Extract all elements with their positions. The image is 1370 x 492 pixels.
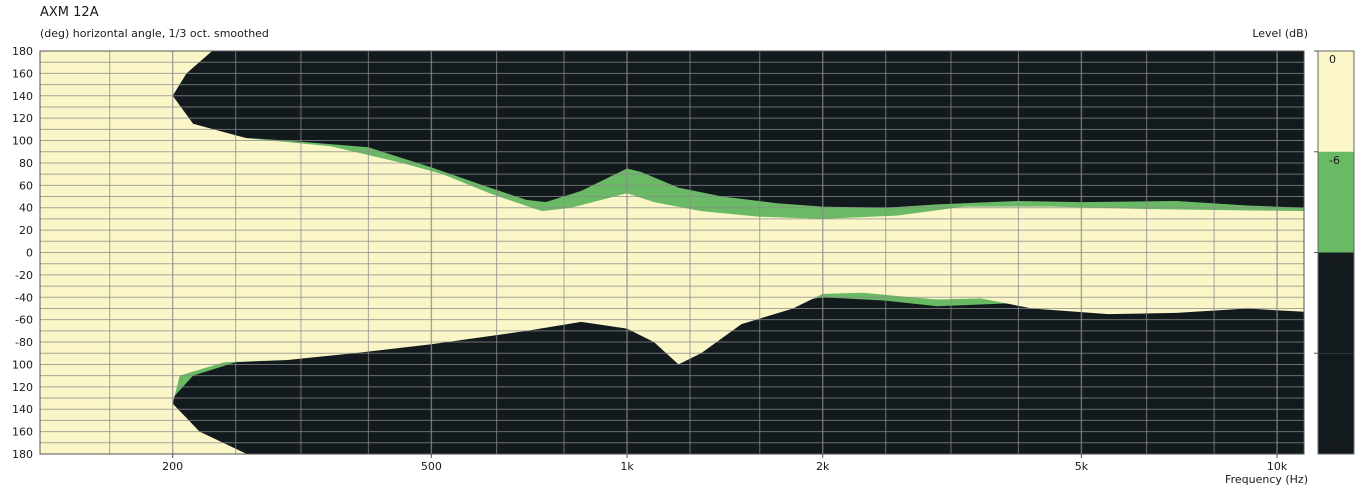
- colorbar-segment: [1318, 353, 1354, 454]
- y-tick-label: 180: [12, 448, 33, 461]
- y-tick-label: 120: [12, 381, 33, 394]
- colorbar-segment: [1318, 252, 1354, 354]
- y-tick-label: 180: [12, 45, 33, 58]
- y-tick-label: 140: [12, 90, 33, 103]
- y-tick-label: 40: [19, 202, 33, 215]
- colorbar-label: 0: [1329, 53, 1336, 66]
- y-tick-label: 100: [12, 135, 33, 148]
- x-tick-label: 5k: [1075, 460, 1089, 473]
- colorbar-segment: [1318, 151, 1354, 253]
- x-tick-label: 1k: [620, 460, 634, 473]
- colorbar-segment: [1318, 51, 1354, 152]
- x-tick-label: 2k: [816, 460, 830, 473]
- chart-title: AXM 12A: [40, 5, 99, 20]
- colorbar-label: -18: [1329, 436, 1347, 449]
- x-tick-label: 500: [421, 460, 442, 473]
- x-axis-label: Frequency (Hz): [1225, 473, 1308, 486]
- plot-frame: [39, 50, 1305, 455]
- y-tick-label: 20: [19, 224, 33, 237]
- y-tick-label: 140: [12, 403, 33, 416]
- y-axis-label: (deg) horizontal angle, 1/3 oct. smoothe…: [40, 27, 269, 40]
- colorbar-label: Level (dB): [1252, 27, 1308, 40]
- x-tick-label: 10k: [1267, 460, 1288, 473]
- y-tick-label: -20: [15, 269, 33, 282]
- y-tick-label: -40: [15, 291, 33, 304]
- y-tick-label: 100: [12, 358, 33, 371]
- y-tick-label: -80: [15, 336, 33, 349]
- y-tick-label: 0: [26, 247, 33, 260]
- y-tick-label: 160: [12, 426, 33, 439]
- y-tick-label: 160: [12, 67, 33, 80]
- y-tick-label: 120: [12, 112, 33, 125]
- y-tick-label: 80: [19, 157, 33, 170]
- y-tick-label: 60: [19, 179, 33, 192]
- colorbar-label: -6: [1329, 154, 1340, 167]
- y-tick-label: -60: [15, 314, 33, 327]
- x-tick-label: 200: [162, 460, 183, 473]
- colorbar-label: -12: [1329, 255, 1347, 268]
